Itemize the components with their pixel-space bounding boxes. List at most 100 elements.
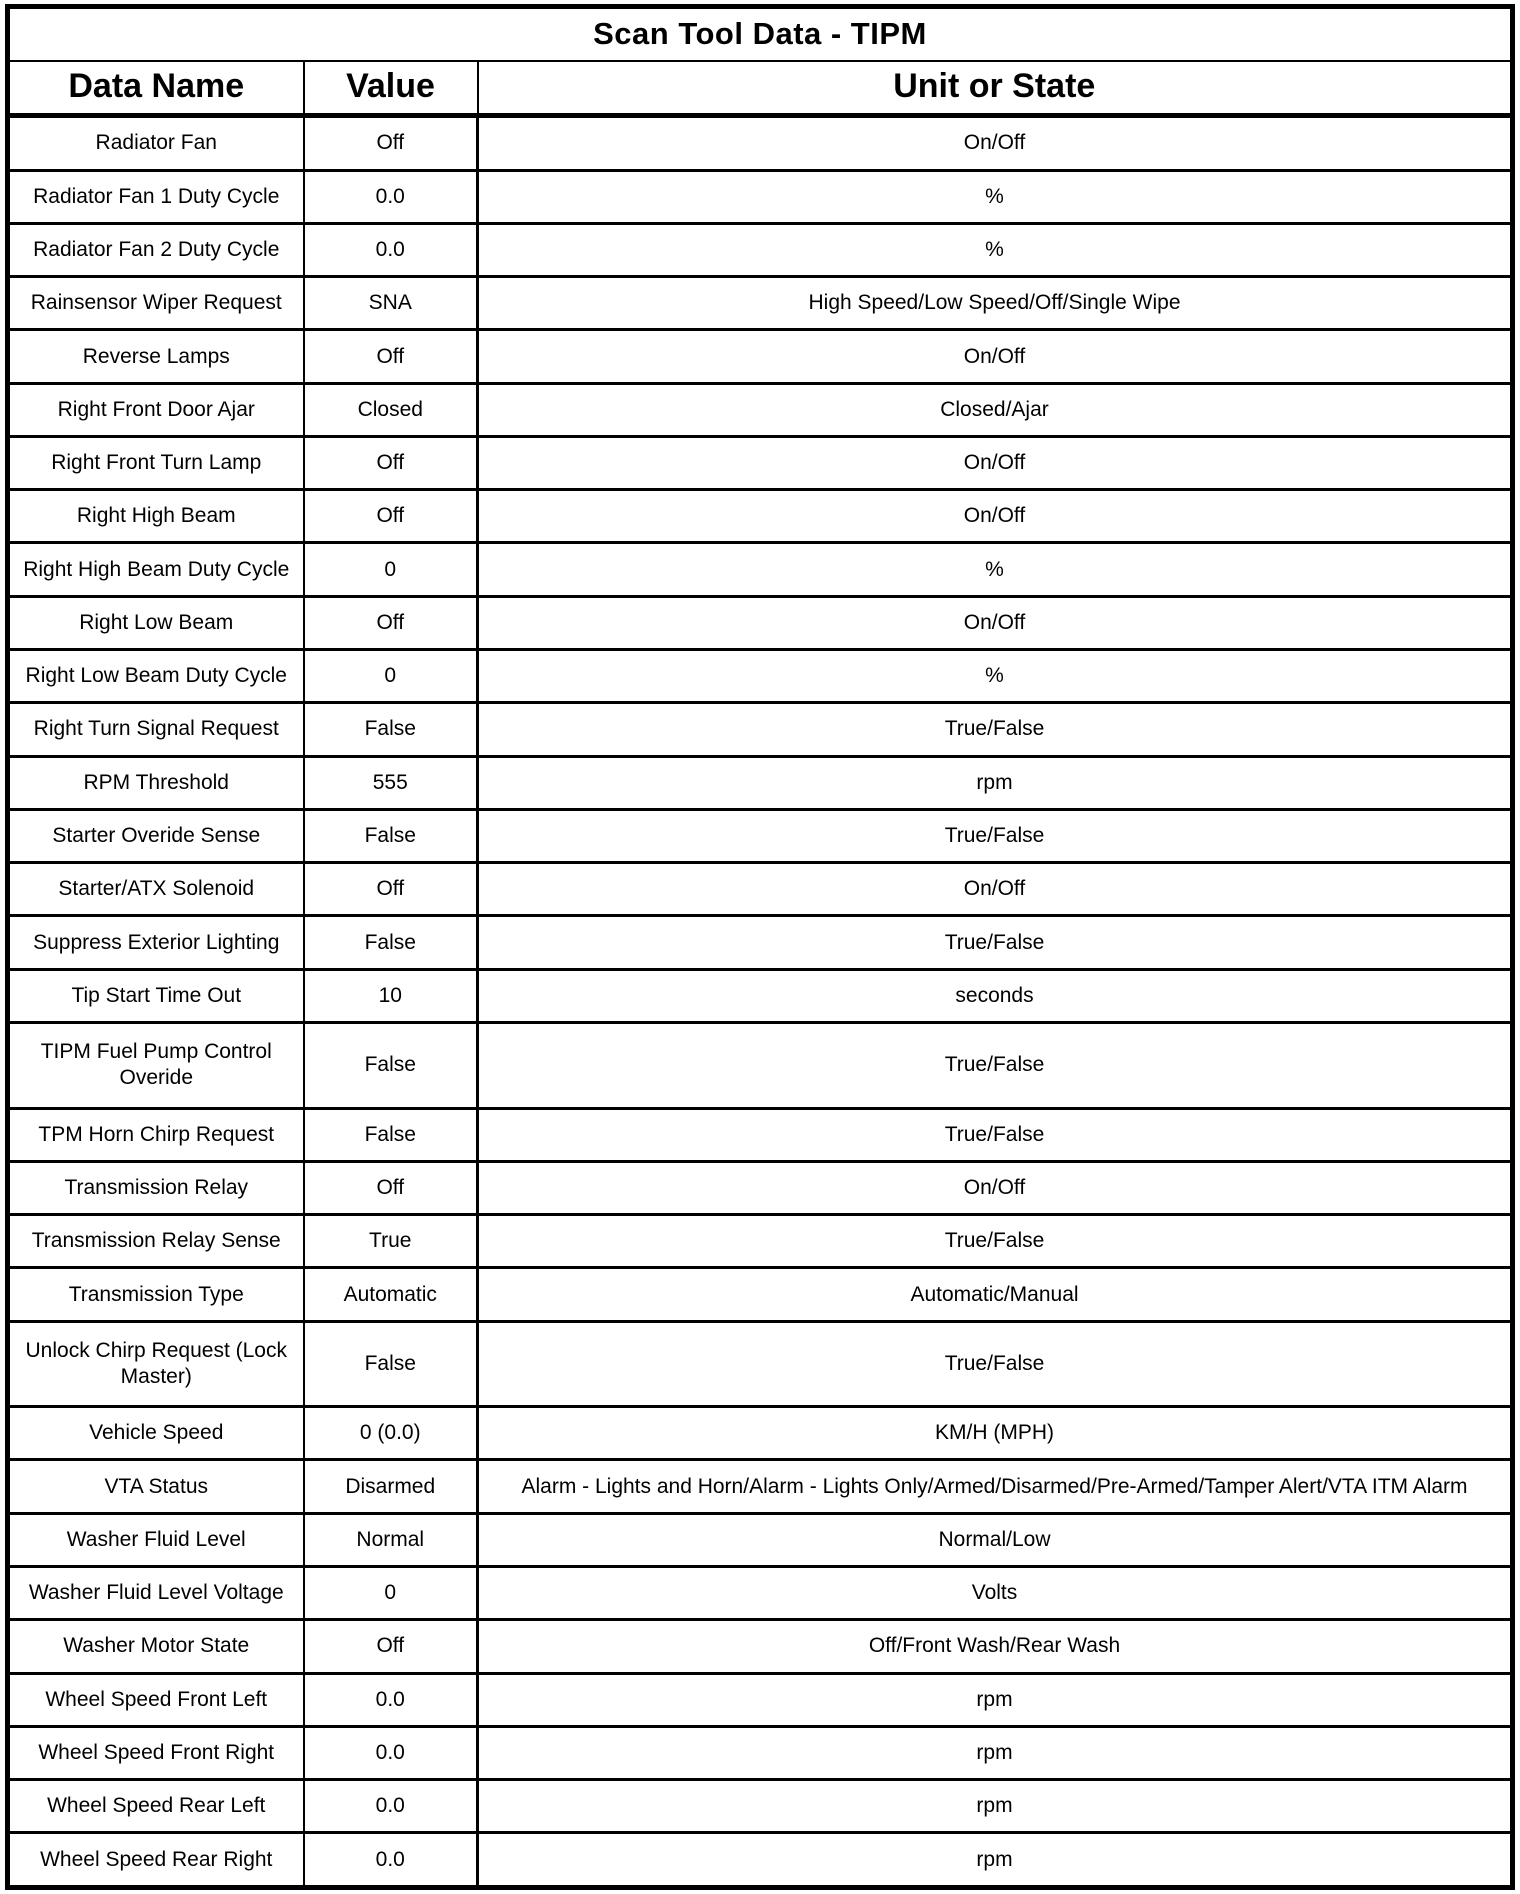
row-value: Automatic xyxy=(302,1266,478,1322)
row-unit: Closed/Ajar xyxy=(476,381,1513,437)
row-data-name: Washer Fluid Level Voltage xyxy=(7,1564,304,1620)
table-row: Wheel Speed Front Left 0.0 rpm xyxy=(7,1671,1513,1727)
row-data-name: Wheel Speed Front Right xyxy=(7,1724,304,1780)
row-data-name: Transmission Relay xyxy=(7,1159,304,1215)
row-value: 0.0 xyxy=(302,1724,478,1780)
table-row: Suppress Exterior Lighting False True/Fa… xyxy=(7,914,1513,970)
row-value: False xyxy=(302,1106,478,1162)
row-value: Off xyxy=(302,594,478,650)
row-value: 0 xyxy=(302,541,478,597)
row-data-name: Right Low Beam xyxy=(7,594,304,650)
row-unit: On/Off xyxy=(476,861,1513,916)
table-row: Right Low Beam Off On/Off xyxy=(7,594,1513,650)
row-value: Off xyxy=(302,1159,478,1215)
column-header-unit-or-state: Unit or State xyxy=(476,61,1513,118)
row-value: Off xyxy=(302,1618,478,1674)
row-data-name: Right High Beam xyxy=(7,488,304,543)
table-row: Right Front Door Ajar Closed Closed/Ajar xyxy=(7,381,1513,437)
row-value: Off xyxy=(302,114,478,171)
table-row: Right High Beam Off On/Off xyxy=(7,488,1513,543)
row-data-name: Right Front Turn Lamp xyxy=(7,434,304,490)
row-unit: True/False xyxy=(476,1213,1513,1268)
column-header-row: Data Name Value Unit or State xyxy=(7,61,1513,118)
row-data-name: Starter Overide Sense xyxy=(7,807,304,863)
row-unit: % xyxy=(476,168,1513,224)
row-unit: On/Off xyxy=(476,114,1513,171)
row-data-name: Tip Start Time Out xyxy=(7,967,304,1023)
table-row: Rainsensor Wiper Request SNA High Speed/… xyxy=(7,275,1513,330)
row-data-name: Right Turn Signal Request xyxy=(7,701,304,757)
row-value: 10 xyxy=(302,967,478,1023)
row-value: True xyxy=(302,1213,478,1268)
table-title: Scan Tool Data - TIPM xyxy=(7,6,1513,62)
row-value: 0 xyxy=(302,648,478,703)
row-unit: rpm xyxy=(476,1724,1513,1780)
table-row: Wheel Speed Front Right 0.0 rpm xyxy=(7,1724,1513,1780)
row-unit: Automatic/Manual xyxy=(476,1266,1513,1322)
row-unit: seconds xyxy=(476,967,1513,1023)
row-data-name: Reverse Lamps xyxy=(7,328,304,384)
row-unit: % xyxy=(476,648,1513,703)
table-row: Tip Start Time Out 10 seconds xyxy=(7,967,1513,1023)
row-value: False xyxy=(302,914,478,970)
row-data-name: Starter/ATX Solenoid xyxy=(7,861,304,916)
table-row: Wheel Speed Rear Right 0.0 rpm xyxy=(7,1831,1513,1888)
table-row: Transmission Relay Sense True True/False xyxy=(7,1213,1513,1268)
table-row: VTA Status Disarmed Alarm - Lights and H… xyxy=(7,1458,1513,1514)
row-unit: High Speed/Low Speed/Off/Single Wipe xyxy=(476,275,1513,330)
row-unit: rpm xyxy=(476,1671,1513,1727)
row-unit: True/False xyxy=(476,1319,1513,1407)
row-value: Closed xyxy=(302,381,478,437)
row-value: 0.0 xyxy=(302,221,478,277)
row-unit: rpm xyxy=(476,1778,1513,1833)
row-unit: % xyxy=(476,221,1513,277)
row-data-name: Radiator Fan 2 Duty Cycle xyxy=(7,221,304,277)
row-data-name: Radiator Fan xyxy=(7,114,304,171)
table-row: Radiator Fan 1 Duty Cycle 0.0 % xyxy=(7,168,1513,224)
table-row: Starter Overide Sense False True/False xyxy=(7,807,1513,863)
table-row: TIPM Fuel Pump Control Overide False Tru… xyxy=(7,1021,1513,1109)
row-unit: Alarm - Lights and Horn/Alarm - Lights O… xyxy=(476,1458,1513,1514)
table-row: Reverse Lamps Off On/Off xyxy=(7,328,1513,384)
table-row: Unlock Chirp Request (Lock Master) False… xyxy=(7,1319,1513,1407)
row-unit: On/Off xyxy=(476,488,1513,543)
row-value: 555 xyxy=(302,754,478,810)
row-unit: On/Off xyxy=(476,434,1513,490)
row-unit: rpm xyxy=(476,1831,1513,1888)
table-row: RPM Threshold 555 rpm xyxy=(7,754,1513,810)
table-row: Wheel Speed Rear Left 0.0 rpm xyxy=(7,1778,1513,1833)
column-header-data-name: Data Name xyxy=(7,61,304,118)
table-row: Washer Motor State Off Off/Front Wash/Re… xyxy=(7,1618,1513,1674)
row-data-name: Right High Beam Duty Cycle xyxy=(7,541,304,597)
row-unit: Off/Front Wash/Rear Wash xyxy=(476,1618,1513,1674)
table-row: Radiator Fan 2 Duty Cycle 0.0 % xyxy=(7,221,1513,277)
scan-tool-data-table: Scan Tool Data - TIPM Data Name Value Un… xyxy=(5,4,1515,1890)
row-unit: Volts xyxy=(476,1564,1513,1620)
row-data-name: Unlock Chirp Request (Lock Master) xyxy=(7,1319,304,1407)
row-unit: rpm xyxy=(476,754,1513,810)
row-data-name: Transmission Type xyxy=(7,1266,304,1322)
row-unit: % xyxy=(476,541,1513,597)
table-row: Starter/ATX Solenoid Off On/Off xyxy=(7,861,1513,916)
row-value: 0 xyxy=(302,1564,478,1620)
table-row: Transmission Type Automatic Automatic/Ma… xyxy=(7,1266,1513,1322)
row-data-name: Washer Fluid Level xyxy=(7,1511,304,1567)
row-unit: True/False xyxy=(476,807,1513,863)
row-unit: True/False xyxy=(476,1106,1513,1162)
row-value: False xyxy=(302,1021,478,1109)
row-value: Disarmed xyxy=(302,1458,478,1514)
table-row: TPM Horn Chirp Request False True/False xyxy=(7,1106,1513,1162)
row-unit: True/False xyxy=(476,1021,1513,1109)
row-data-name: TPM Horn Chirp Request xyxy=(7,1106,304,1162)
row-value: False xyxy=(302,1319,478,1407)
row-value: Off xyxy=(302,328,478,384)
row-data-name: Washer Motor State xyxy=(7,1618,304,1674)
row-unit: Normal/Low xyxy=(476,1511,1513,1567)
row-value: Normal xyxy=(302,1511,478,1567)
row-value: 0.0 xyxy=(302,1831,478,1888)
row-data-name: Rainsensor Wiper Request xyxy=(7,275,304,330)
column-header-value: Value xyxy=(302,61,478,118)
row-unit: True/False xyxy=(476,914,1513,970)
table-row: Radiator Fan Off On/Off xyxy=(7,114,1513,171)
